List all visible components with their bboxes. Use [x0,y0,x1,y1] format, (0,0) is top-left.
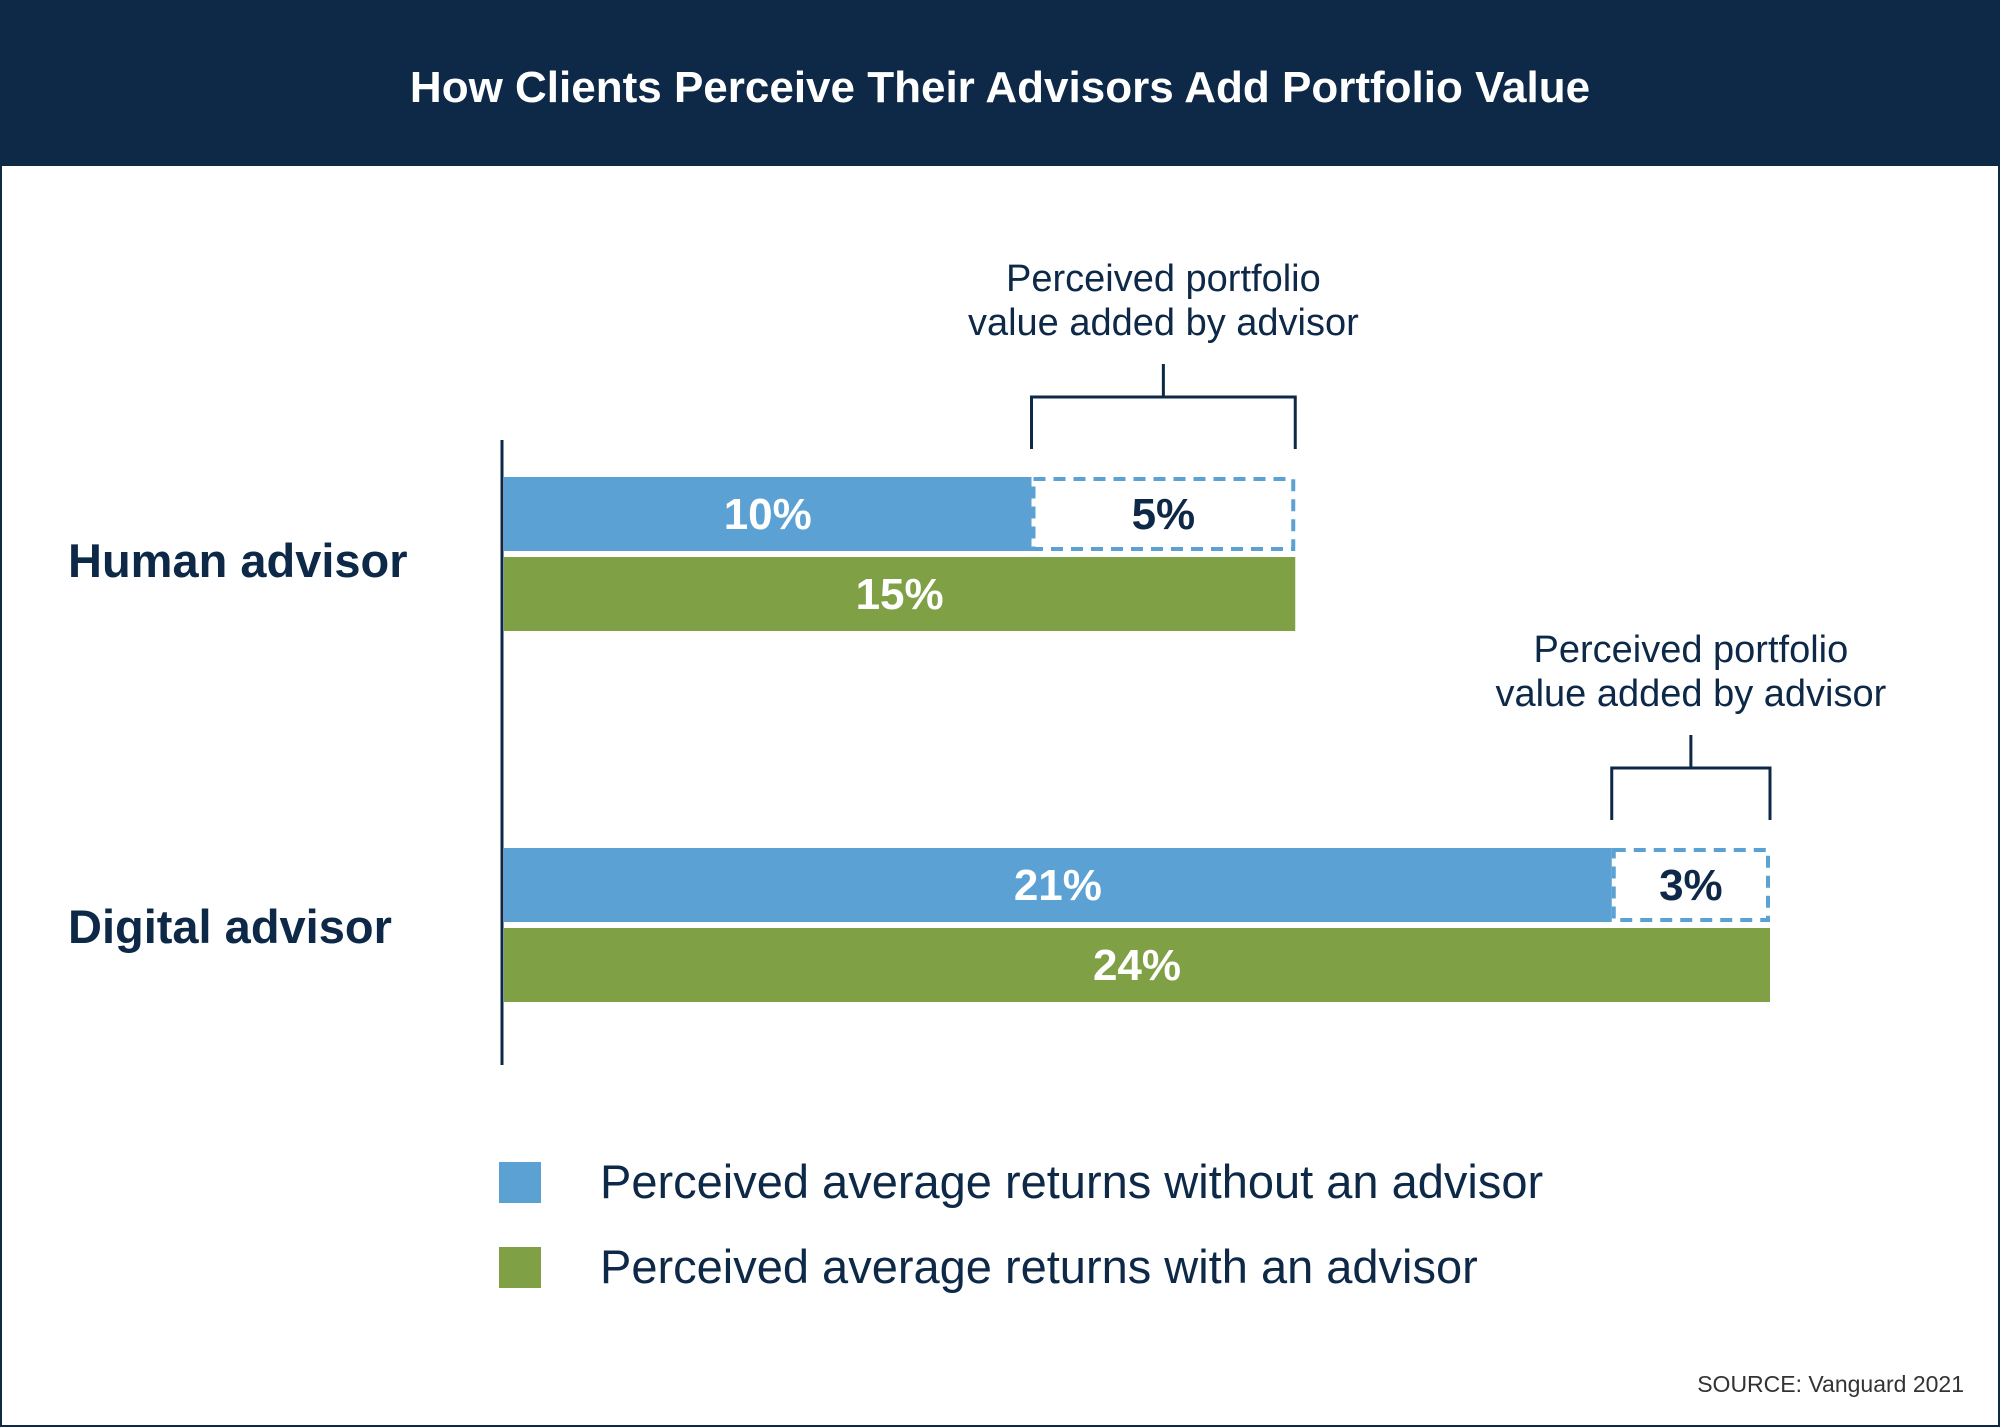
annotation-text: value added by advisor [1495,673,1886,715]
bar-value-label: 24% [1093,941,1181,990]
category-label: Human advisor [68,534,408,587]
bar-without-advisor [504,848,1612,922]
source-note: SOURCE: Vanguard 2021 [1697,1371,1964,1397]
difference-bar [1611,848,1770,922]
legend-swatch [499,1247,541,1288]
annotation-text: Perceived portfolio [1006,258,1321,300]
annotation-bracket [1610,735,1772,820]
annotation-text: Perceived portfolio [1534,629,1849,671]
bar-value-label: 21% [1014,861,1102,910]
difference-value-label: 5% [1132,490,1196,539]
bar-with-advisor [504,557,1296,631]
bar-with-advisor [504,928,1770,1002]
bar-value-label: 10% [724,490,812,539]
difference-value-label: 3% [1659,861,1723,910]
legend-label: Perceived average returns with an adviso… [600,1240,1478,1293]
bar-value-label: 15% [856,570,944,619]
chart-title: How Clients Perceive Their Advisors Add … [0,0,2000,166]
legend-swatch [499,1162,541,1203]
category-label: Digital advisor [68,900,392,953]
annotation-bracket [1030,364,1297,449]
annotation-text: value added by advisor [968,302,1359,344]
legend-label: Perceived average returns without an adv… [600,1155,1543,1208]
bar-without-advisor [504,477,1032,551]
difference-bar [1031,477,1296,551]
